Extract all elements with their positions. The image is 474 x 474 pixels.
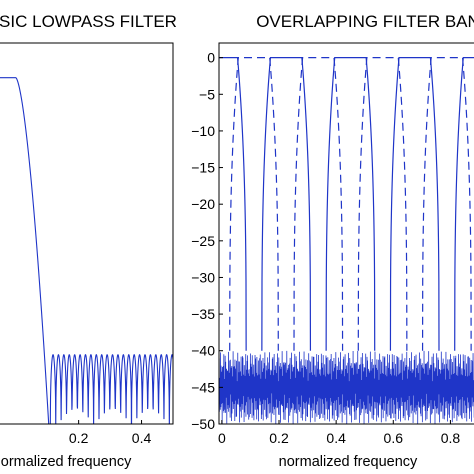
right-y-tick-label: −20 — [191, 196, 215, 212]
right-y-tick-label: −30 — [191, 269, 215, 285]
right-y-tick-label: −25 — [191, 233, 215, 249]
left-x-axis-label: normalized frequency — [0, 454, 132, 470]
right-dashed-band-curve — [229, 57, 279, 351]
right-solid-band-curve — [325, 57, 376, 351]
left-plot-frame — [0, 42, 174, 425]
right-y-tick-label: −45 — [191, 379, 215, 395]
right-dashed-band-curve — [421, 57, 472, 351]
right-solid-band-curve — [454, 57, 474, 351]
left-series-line — [0, 77, 173, 424]
right-y-tick-label: 0 — [207, 50, 215, 66]
right-chart: OVERLAPPING FILTER BAN 0 −5 −10 −15 −20 −25 −3… — [191, 12, 474, 470]
right-x-axis-label: normalized frequency — [279, 454, 418, 470]
right-x-tick-label: 0.8 — [441, 430, 461, 446]
right-y-tick-label: −35 — [191, 306, 215, 322]
right-y-tick-label: −10 — [191, 123, 215, 139]
right-x-tick-label: 0 — [218, 430, 226, 446]
right-x-tick-label: 0.4 — [326, 430, 346, 446]
right-solid-band-curve — [261, 57, 312, 351]
right-y-tick-label: −40 — [191, 343, 215, 359]
right-plot-area — [219, 57, 474, 424]
right-x-tick-label: 0.2 — [269, 430, 289, 446]
right-y-ticks: 0 −5 −10 −15 −20 −25 −30 −35 −40 −45 −50 — [191, 50, 223, 432]
right-stopband-floor — [219, 350, 474, 424]
left-chart: SIC LOWPASS FILTER 0.2 0.4 normalized fre… — [0, 12, 177, 470]
right-chart-title: OVERLAPPING FILTER BAN — [256, 12, 474, 31]
right-x-tick-label: 0.6 — [384, 430, 404, 446]
right-y-tick-label: −5 — [199, 86, 215, 102]
left-plot-area — [0, 77, 173, 424]
left-x-ticks: 0.2 0.4 — [69, 420, 152, 446]
right-y-tick-label: −15 — [191, 160, 215, 176]
right-plot-frame — [218, 42, 474, 425]
right-x-ticks: 0 0.2 0.4 0.6 0.8 — [218, 420, 460, 446]
right-y-tick-label: −50 — [191, 416, 215, 432]
right-dashed-band-curve — [293, 57, 344, 351]
left-x-tick-label: 0.4 — [132, 430, 152, 446]
left-x-tick-label: 0.2 — [69, 430, 89, 446]
right-dashed-band-curve — [357, 57, 408, 351]
right-solid-band-curve — [389, 57, 440, 351]
left-chart-title: SIC LOWPASS FILTER — [0, 12, 177, 31]
